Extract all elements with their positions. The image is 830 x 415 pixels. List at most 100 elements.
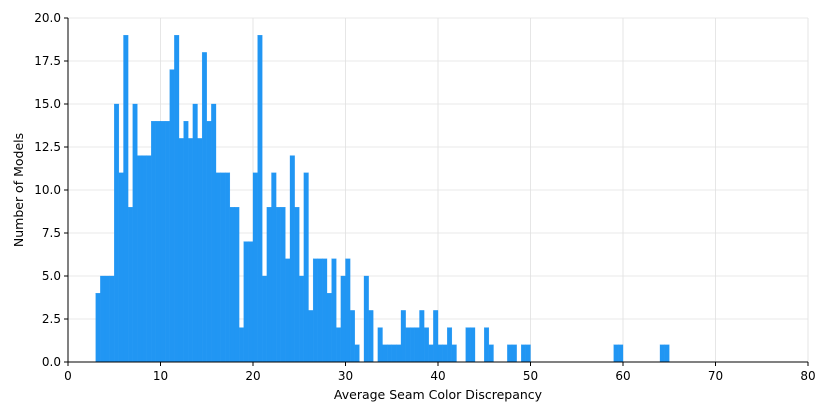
x-tick-label: 80 (800, 369, 815, 383)
histogram-bar (470, 327, 476, 363)
histogram-bar (322, 258, 328, 363)
x-tick-label: 60 (615, 369, 630, 383)
histogram-bar (386, 344, 392, 363)
histogram-bar (118, 172, 124, 363)
histogram-bar (437, 344, 443, 363)
histogram-bar (201, 52, 207, 363)
histogram-bar (229, 207, 235, 363)
histogram-bar (141, 155, 147, 363)
histogram-bar (299, 275, 305, 363)
x-tick-label: 40 (430, 369, 445, 383)
histogram-bar (109, 275, 115, 363)
y-tick-label: 20.0 (34, 11, 61, 25)
histogram-bar (331, 258, 337, 363)
histogram-bar (271, 172, 277, 363)
histogram-bar (391, 344, 397, 363)
histogram-bar (382, 344, 388, 363)
x-tick-label: 20 (245, 369, 260, 383)
y-tick-label: 0.0 (42, 355, 61, 369)
y-tick-label: 12.5 (34, 140, 61, 154)
x-tick-label: 30 (338, 369, 353, 383)
histogram-bar (303, 172, 309, 363)
histogram-bar (664, 344, 670, 363)
histogram-bar (146, 155, 152, 363)
histogram-bar (137, 155, 143, 363)
histogram-bar (114, 103, 120, 363)
histogram-bar (433, 310, 439, 363)
histogram-bar (525, 344, 531, 363)
histogram-bar (280, 207, 286, 363)
histogram-bar (257, 35, 263, 363)
histogram-bar (188, 138, 194, 363)
histogram-bar (336, 327, 342, 363)
histogram-bar (285, 258, 291, 363)
histogram-bar (160, 121, 166, 363)
histogram-bars (95, 35, 670, 363)
histogram-bar (354, 344, 360, 363)
histogram-bar (169, 69, 175, 363)
y-tick-label: 7.5 (42, 226, 61, 240)
histogram-bar (174, 35, 180, 363)
histogram-bar (262, 275, 268, 363)
histogram-bar (377, 327, 383, 363)
histogram-bar (618, 344, 624, 363)
histogram-bar (252, 172, 258, 363)
histogram-bar (428, 344, 434, 363)
histogram-bar (363, 275, 369, 363)
histogram-bar (312, 258, 318, 363)
histogram-bar (484, 327, 490, 363)
histogram-bar (197, 138, 203, 363)
histogram-bar (308, 310, 314, 363)
histogram-bar (95, 293, 101, 363)
x-tick-labels: 0 10 20 30 40 50 60 70 80 (64, 362, 816, 383)
histogram-bar (442, 344, 448, 363)
histogram-bar (349, 310, 355, 363)
histogram-bar (410, 327, 416, 363)
histogram-bar (211, 103, 217, 363)
histogram-bar (206, 121, 212, 363)
histogram-bar (127, 207, 133, 363)
histogram-bar (243, 241, 249, 363)
histogram-bar (151, 121, 157, 363)
histogram-bar (317, 258, 323, 363)
histogram-bar (234, 207, 240, 363)
histogram-bar (248, 241, 254, 363)
histogram-bar (345, 258, 351, 363)
histogram-bar (155, 121, 161, 363)
x-tick-label: 10 (153, 369, 168, 383)
histogram-bar (164, 121, 170, 363)
y-tick-label: 17.5 (34, 54, 61, 68)
histogram-bar (294, 207, 300, 363)
histogram-bar (225, 172, 231, 363)
histogram-bar (368, 310, 374, 363)
histogram-bar (266, 207, 272, 363)
y-tick-labels: 0.0 2.5 5.0 7.5 10.0 12.5 15.0 17.5 20.0 (34, 11, 68, 369)
histogram-bar (220, 172, 226, 363)
y-tick-label: 15.0 (34, 97, 61, 111)
y-axis-label: Number of Models (11, 133, 26, 247)
histogram-bar (340, 275, 346, 363)
histogram-bar (659, 344, 665, 363)
histogram-bar (104, 275, 110, 363)
x-tick-label: 70 (708, 369, 723, 383)
histogram-bar (100, 275, 106, 363)
histogram-bar (419, 310, 425, 363)
x-tick-label: 50 (523, 369, 538, 383)
y-tick-label: 2.5 (42, 312, 61, 326)
histogram-bar (123, 35, 129, 363)
y-tick-label: 10.0 (34, 183, 61, 197)
x-axis-label: Average Seam Color Discrepancy (334, 387, 543, 402)
histogram-bar (423, 327, 429, 363)
histogram-bar (405, 327, 411, 363)
histogram-bar (289, 155, 295, 363)
histogram-bar (465, 327, 471, 363)
histogram-bar (396, 344, 402, 363)
histogram-bar (451, 344, 457, 363)
histogram-bar (178, 138, 184, 363)
x-tick-label: 0 (64, 369, 72, 383)
histogram-bar (238, 327, 244, 363)
histogram-bar (613, 344, 619, 363)
histogram-bar (215, 172, 221, 363)
histogram-bar (192, 103, 198, 363)
histogram-bar (400, 310, 406, 363)
